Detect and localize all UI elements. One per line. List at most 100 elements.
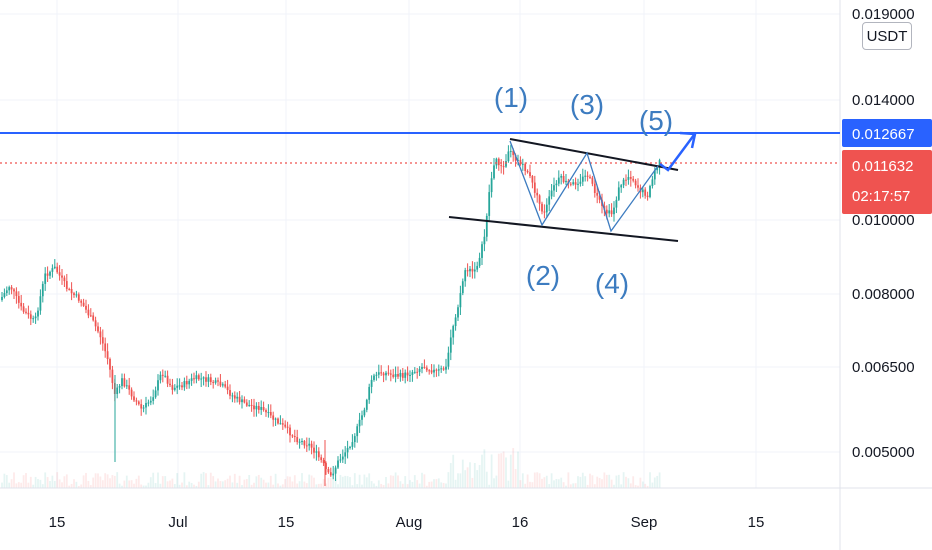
volume-bar <box>485 471 488 488</box>
candle-body <box>620 185 623 188</box>
volume-bar <box>394 472 397 488</box>
volume-bar <box>293 475 296 488</box>
candle-body <box>598 195 601 200</box>
candle-body <box>521 163 524 165</box>
volume-bar <box>375 485 378 488</box>
chart-grid <box>0 0 840 488</box>
candle-body <box>142 407 145 409</box>
volume-bar <box>51 475 54 488</box>
volume-bar <box>123 480 126 488</box>
candle-body <box>1 296 3 300</box>
volume-bar <box>392 475 395 488</box>
candle-body <box>298 441 301 443</box>
candle-body <box>73 293 75 295</box>
candle-body <box>181 385 183 388</box>
candle-body <box>471 268 474 272</box>
volume-bar <box>646 485 649 488</box>
volume-bar <box>569 484 572 488</box>
candle-body <box>656 167 659 171</box>
volume-bar <box>178 484 181 488</box>
volume-bar <box>68 485 71 488</box>
candle-body <box>459 293 462 308</box>
candle-body <box>346 447 349 453</box>
volume-bar <box>109 478 111 488</box>
volume-bar <box>555 478 558 488</box>
volume-bar <box>257 474 260 488</box>
candle-body <box>500 165 503 167</box>
candle-body <box>8 287 11 291</box>
volume-bar <box>233 473 236 488</box>
volume-bar <box>260 477 263 488</box>
candle-body <box>241 399 243 403</box>
volume-bar <box>344 475 347 488</box>
candle-body <box>531 176 534 183</box>
volume-bar <box>238 475 241 488</box>
candle-body <box>442 368 445 370</box>
volume-bar <box>476 470 479 488</box>
volume-bar <box>226 478 229 488</box>
volume-bar <box>651 482 654 488</box>
candle-body <box>466 270 469 272</box>
upper-trendline[interactable] <box>509 138 679 171</box>
candle-body <box>274 418 277 420</box>
candle-body <box>284 424 287 427</box>
volume-bar <box>214 481 217 488</box>
candle-body <box>212 381 215 383</box>
volume-bar <box>274 473 277 488</box>
candle-body <box>344 452 347 457</box>
candle-body <box>485 215 488 237</box>
candle-body <box>140 404 143 409</box>
volume-bar <box>557 479 560 488</box>
candle-body <box>104 343 107 352</box>
volume-bar <box>334 478 337 488</box>
volume-bar <box>478 465 481 488</box>
volume-bar <box>584 476 587 488</box>
time-axis[interactable]: 15 Jul 15 Aug 16 Sep 15 <box>49 514 765 531</box>
candle-body <box>377 372 380 375</box>
candle-body <box>301 440 303 442</box>
candle-body <box>646 195 649 197</box>
quote-unit-button[interactable]: USDT <box>862 22 912 50</box>
candle-body <box>519 159 522 165</box>
volume-bar <box>34 476 37 488</box>
candle-body <box>387 372 390 374</box>
candle-body <box>327 469 330 473</box>
candle-body <box>382 373 385 376</box>
lower-trendline[interactable] <box>448 216 679 242</box>
volume-bar <box>380 483 383 488</box>
y-tick-label: 0.014000 <box>852 92 915 109</box>
volume-bar <box>572 483 575 488</box>
volume-bar <box>411 481 414 488</box>
volume-bar <box>437 478 440 488</box>
volume-bar <box>627 478 630 488</box>
candle-body <box>53 266 56 269</box>
candle-body <box>569 183 572 185</box>
volume-bar <box>560 477 563 488</box>
volume-bar <box>243 479 246 488</box>
wave-path[interactable] <box>509 140 659 233</box>
candle-body <box>171 385 174 390</box>
candle-body <box>257 405 260 410</box>
price-axis[interactable]: 0.019000 0.014000 0.010000 0.008000 0.00… <box>852 6 915 461</box>
candle-body <box>505 161 507 167</box>
candle-body <box>310 443 313 448</box>
volume-bar <box>41 484 44 488</box>
candle-body <box>579 181 582 184</box>
volume-bar <box>457 473 459 488</box>
candle-body <box>644 189 647 196</box>
candle-body <box>617 187 620 200</box>
volume-bar <box>219 481 222 488</box>
candle-body <box>385 372 387 376</box>
candle-body <box>41 283 44 297</box>
volume-bar <box>644 483 647 488</box>
wave-projection-arrow[interactable] <box>659 134 696 172</box>
candle-body <box>629 177 632 179</box>
volume-bar <box>538 473 541 488</box>
candle-body <box>37 310 39 317</box>
volume-bar <box>632 476 635 488</box>
volume-bar <box>358 474 361 488</box>
candle-body <box>63 277 66 282</box>
candle-body <box>10 287 13 290</box>
candle-body <box>15 291 18 297</box>
